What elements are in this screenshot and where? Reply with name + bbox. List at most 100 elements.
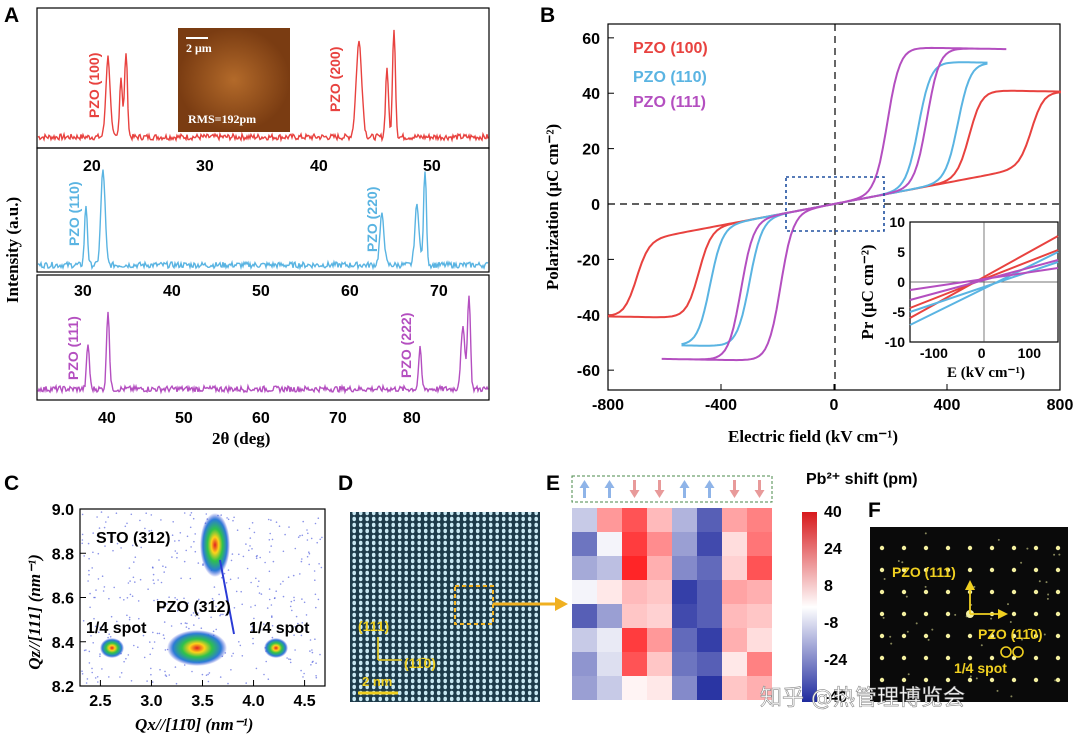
c-xtick: 4.5 bbox=[293, 693, 315, 710]
afm-scale: 2 μm bbox=[186, 41, 212, 55]
rsm-label-sto: STO (312) bbox=[96, 530, 170, 547]
colorbar-tick: 40 bbox=[824, 504, 842, 521]
heatmap-cell bbox=[672, 604, 697, 628]
heatmap-cell bbox=[697, 508, 722, 532]
panel-label-c: C bbox=[4, 472, 19, 495]
heatmap-cell bbox=[747, 556, 772, 580]
heatmap-cell bbox=[597, 580, 622, 604]
legend-100: PZO (100) bbox=[633, 40, 708, 57]
heatmap-cell bbox=[722, 508, 747, 532]
a3-tick-3: 70 bbox=[329, 410, 347, 427]
panel-c-xlabel: Qx//[11̄0] (nm⁻¹) bbox=[135, 715, 253, 734]
a3-tick-2: 60 bbox=[252, 410, 270, 427]
rsm-label-pzo: PZO (312) bbox=[156, 599, 231, 616]
pe-loop-111 bbox=[661, 46, 1007, 362]
panel-d-haadf: (111) (11̄0) 2 nm bbox=[350, 512, 568, 702]
heatmap-cell bbox=[597, 532, 622, 556]
heatmap-cell bbox=[697, 532, 722, 556]
c-ytick: 8.4 bbox=[52, 635, 74, 652]
heatmap-cell bbox=[747, 532, 772, 556]
heatmap-cell bbox=[622, 556, 647, 580]
inset-xtick: 0 bbox=[978, 345, 986, 361]
heatmap-cell bbox=[722, 580, 747, 604]
sto-spot bbox=[200, 513, 230, 577]
heatmap-cell bbox=[722, 628, 747, 652]
xrd-label-111: PZO (111) bbox=[65, 316, 81, 380]
heatmap-cell bbox=[647, 580, 672, 604]
inset-ytick: -5 bbox=[893, 304, 906, 320]
c-xtick: 3.0 bbox=[140, 693, 162, 710]
heatmap-cell bbox=[572, 532, 597, 556]
heatmap-cell bbox=[622, 580, 647, 604]
b-ytick: 0 bbox=[591, 197, 600, 214]
heatmap-cell bbox=[597, 652, 622, 676]
quarter-spot-right bbox=[264, 638, 288, 658]
panel-a-xlabel: 2θ (deg) bbox=[212, 429, 270, 448]
xrd-label-222: PZO (222) bbox=[398, 313, 414, 378]
heatmap-cell bbox=[672, 676, 697, 700]
heatmap-cell bbox=[672, 508, 697, 532]
legend-111: PZO (111) bbox=[633, 94, 706, 111]
haadf-scale: 2 nm bbox=[362, 674, 392, 689]
heatmap-cell bbox=[622, 508, 647, 532]
a2-tick-1: 40 bbox=[163, 283, 181, 300]
haadf-dir2: (11̄0) bbox=[404, 655, 436, 671]
heatmap-cell bbox=[747, 508, 772, 532]
a2-tick-0: 30 bbox=[74, 283, 92, 300]
a3-tick-0: 40 bbox=[98, 410, 116, 427]
panel-c-rsm: STO (312) PZO (312) 1/4 spot 1/4 spot 2.… bbox=[52, 502, 326, 710]
zoom-box bbox=[785, 176, 885, 232]
a1-tick-2: 40 bbox=[310, 158, 328, 175]
pzo-spot bbox=[167, 630, 227, 666]
xrd-label-200: PZO (200) bbox=[327, 47, 343, 112]
colorbar-tick: -40 bbox=[824, 689, 847, 706]
heatmap-cell bbox=[572, 556, 597, 580]
inset-ytick: 0 bbox=[897, 274, 905, 290]
heatmap-cell bbox=[647, 604, 672, 628]
pe-inset: -100 0 100 10 5 0 -5 -10 Pr (μC cm⁻²) E (kV cm⁻… bbox=[858, 214, 1059, 381]
rsm-label-spot-left: 1/4 spot bbox=[86, 620, 147, 637]
colorbar-tick: 24 bbox=[824, 541, 842, 558]
panel-b-xlabel: Electric field (kV cm⁻¹) bbox=[728, 427, 898, 446]
inset-xlabel: E (kV cm⁻¹) bbox=[947, 365, 1025, 381]
heatmap-cell bbox=[597, 628, 622, 652]
heatmap-cell bbox=[622, 652, 647, 676]
b-xtick: -400 bbox=[705, 397, 737, 414]
heatmap-cell bbox=[697, 628, 722, 652]
panel-label-b: B bbox=[540, 4, 555, 27]
afm-inset: 2 μm RMS=192pm bbox=[178, 28, 290, 132]
heatmap-cell bbox=[697, 676, 722, 700]
panel-label-d: D bbox=[338, 472, 353, 495]
heatmap-cell bbox=[747, 676, 772, 700]
heatmap-cell bbox=[572, 628, 597, 652]
xrd-trace-111 bbox=[37, 295, 489, 395]
a2-tick-3: 60 bbox=[341, 283, 359, 300]
c-ytick: 8.8 bbox=[52, 546, 74, 563]
a2-tick-4: 70 bbox=[430, 283, 448, 300]
panel-a-sub3: PZO (111) PZO (222) 40 50 60 70 80 bbox=[36, 274, 490, 427]
panel-label-a: A bbox=[4, 4, 19, 27]
heatmap-cell bbox=[722, 532, 747, 556]
colorbar-tick: -24 bbox=[824, 652, 847, 669]
xrd-trace-100 bbox=[37, 29, 489, 143]
c-xtick: 4.0 bbox=[242, 693, 264, 710]
heatmap-cell bbox=[672, 556, 697, 580]
b-ytick: 40 bbox=[582, 86, 600, 103]
inset-xtick: 100 bbox=[1018, 345, 1042, 361]
inset-ytick: -10 bbox=[885, 334, 905, 350]
panel-a-sub2: PZO (110) PZO (220) 30 40 50 60 70 bbox=[36, 147, 490, 300]
heatmap-cell bbox=[597, 508, 622, 532]
heatmap-cell bbox=[672, 652, 697, 676]
heatmap-cell bbox=[647, 532, 672, 556]
colorbar-tick: 8 bbox=[824, 578, 833, 595]
xrd-label-110: PZO (110) bbox=[66, 181, 82, 246]
heatmap-cell bbox=[647, 556, 672, 580]
heatmap-cell bbox=[672, 628, 697, 652]
xrd-label-100: PZO (100) bbox=[86, 53, 102, 118]
a1-tick-1: 30 bbox=[196, 158, 214, 175]
heatmap-cell bbox=[697, 604, 722, 628]
a3-tick-4: 80 bbox=[403, 410, 421, 427]
heatmap-cell bbox=[697, 556, 722, 580]
heatmap-cell bbox=[572, 580, 597, 604]
